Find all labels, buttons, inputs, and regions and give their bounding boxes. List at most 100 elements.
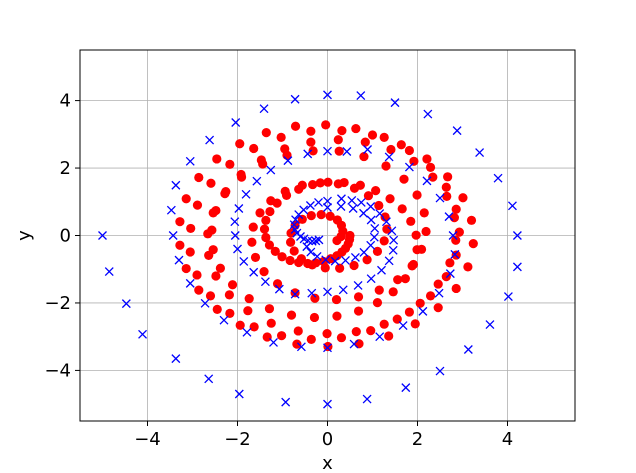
x-marker-point	[389, 235, 399, 245]
circle-marker-point	[276, 132, 286, 142]
x-marker-point	[512, 231, 522, 240]
x-marker-point	[401, 383, 411, 393]
circle-marker-point	[332, 311, 342, 321]
circle-marker-point	[425, 162, 436, 172]
circle-marker-point	[404, 145, 414, 156]
x-marker-point	[342, 147, 352, 156]
circle-marker-point	[308, 179, 318, 190]
x-marker-point	[375, 332, 385, 342]
x-marker-point	[290, 289, 300, 299]
x-marker-point	[305, 201, 315, 210]
x-marker-point	[121, 299, 131, 309]
x-marker-point	[388, 245, 398, 255]
y-tick-label: 0	[60, 226, 71, 247]
x-marker-point	[314, 235, 324, 245]
x-marker-point	[348, 204, 358, 213]
x-marker-point	[434, 288, 444, 298]
circle-marker-point	[399, 174, 409, 184]
circle-marker-point	[335, 263, 345, 273]
circle-marker-point	[306, 137, 316, 147]
x-marker-point	[366, 274, 376, 284]
circle-marker-point	[372, 246, 383, 256]
circle-marker-point	[224, 290, 234, 300]
circle-marker-point	[235, 139, 245, 149]
circle-marker-point	[333, 179, 343, 189]
circle-marker-point	[400, 274, 410, 284]
circle-marker-point	[363, 191, 374, 201]
x-marker-point	[444, 212, 454, 222]
circle-marker-point	[208, 208, 218, 218]
circle-marker-point	[445, 258, 455, 268]
x-marker-point	[104, 267, 114, 277]
circle-marker-point	[404, 307, 414, 317]
x-marker-point	[204, 374, 214, 384]
circle-marker-point	[306, 211, 316, 221]
x-marker-point	[239, 257, 249, 266]
x-marker-point	[384, 256, 394, 266]
circle-marker-point	[381, 161, 391, 171]
x-marker-point	[353, 280, 363, 290]
x-marker-point	[363, 145, 373, 154]
circle-marker-point	[297, 214, 307, 224]
x-marker-point	[475, 148, 485, 157]
x-marker-point	[138, 329, 148, 339]
x-marker-point	[366, 215, 376, 225]
x-marker-point	[269, 337, 278, 347]
x-marker-point	[242, 327, 252, 337]
circle-marker-point	[353, 306, 364, 316]
circle-marker-point	[331, 294, 342, 305]
circle-marker-point	[247, 237, 257, 247]
x-marker-point	[356, 91, 366, 100]
x-axis-label: x	[322, 453, 333, 473]
circle-marker-point	[236, 172, 247, 182]
circle-marker-point	[285, 255, 295, 266]
x-marker-point	[234, 204, 244, 213]
circle-marker-point	[212, 304, 222, 314]
circle-marker-point	[185, 247, 195, 257]
x-marker-point	[448, 231, 458, 240]
circle-marker-point	[290, 288, 300, 298]
circle-marker-point	[411, 230, 421, 240]
circle-marker-point	[441, 182, 451, 192]
x-marker-point	[230, 217, 240, 227]
x-marker-point	[323, 203, 332, 212]
x-tick-label: −2	[224, 429, 251, 450]
circle-marker-point	[255, 208, 265, 218]
circle-marker-point	[292, 339, 302, 349]
circle-marker-point	[433, 279, 443, 289]
circle-marker-point	[194, 285, 204, 295]
circle-marker-point	[336, 333, 347, 343]
x-marker-point	[230, 231, 240, 240]
circle-marker-point	[407, 261, 417, 271]
x-marker-point	[418, 306, 428, 316]
circle-marker-point	[266, 196, 276, 206]
circle-marker-point	[353, 292, 364, 302]
circle-marker-point	[308, 146, 318, 156]
circle-marker-point	[181, 194, 191, 204]
circle-marker-point	[244, 293, 254, 304]
x-marker-point	[174, 255, 184, 265]
x-marker-point	[259, 104, 269, 114]
circle-marker-point	[351, 123, 361, 134]
circle-marker-point	[451, 204, 461, 214]
x-marker-point	[98, 231, 107, 240]
x-marker-point	[503, 292, 513, 302]
circle-marker-point	[386, 144, 396, 155]
circle-marker-point	[261, 215, 271, 225]
x-marker-point	[422, 176, 432, 186]
circle-marker-point	[265, 206, 275, 217]
circle-marker-point	[175, 217, 185, 227]
circle-marker-point	[419, 208, 429, 218]
circle-marker-point	[270, 246, 280, 256]
y-tick-label: 4	[60, 91, 71, 112]
circle-marker-point	[206, 178, 216, 188]
x-marker-point	[330, 256, 340, 266]
circle-marker-point	[349, 183, 360, 193]
circle-marker-point	[227, 280, 238, 290]
circle-marker-point	[258, 159, 268, 169]
y-axis-label: y	[14, 230, 35, 241]
circle-marker-point	[425, 291, 436, 301]
circle-marker-point	[379, 132, 389, 142]
x-marker-point	[375, 209, 385, 219]
